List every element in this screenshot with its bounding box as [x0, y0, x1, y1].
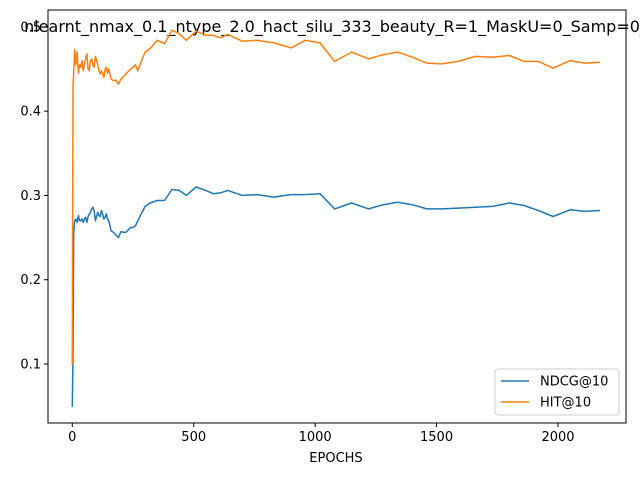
- y-tick-label: 0.4: [20, 105, 41, 120]
- x-tick-label: 1000: [299, 430, 332, 445]
- x-tick-label: 1500: [420, 430, 453, 445]
- axes-frame: [47, 9, 627, 424]
- plot-area: [71, 29, 601, 407]
- legend-label: HIT@10: [540, 396, 591, 411]
- legend-label: NDCG@10: [540, 375, 608, 390]
- y-tick-label: 0.1: [20, 358, 41, 373]
- x-tick-label: 2000: [541, 430, 574, 445]
- y-axis: 0.1 0.2 0.3 0.4 0.5: [20, 20, 48, 373]
- legend: NDCG@10 HIT@10: [494, 368, 620, 416]
- y-tick-label: 0.2: [20, 273, 41, 288]
- y-tick-label: 0.5: [20, 20, 41, 35]
- x-axis-label: EPOCHS: [309, 451, 362, 466]
- y-tick-label: 0.3: [20, 189, 41, 204]
- x-tick-label: 0: [68, 430, 76, 445]
- chart-title: nlearnt_nmax_0.1_ntype_2.0_hact_silu_333…: [24, 17, 640, 37]
- x-axis: 0 500 1000 1500 2000: [68, 423, 575, 445]
- series-line-ndcg-10: [71, 186, 601, 407]
- series-line-hit-10: [71, 29, 601, 365]
- x-tick-label: 500: [181, 430, 206, 445]
